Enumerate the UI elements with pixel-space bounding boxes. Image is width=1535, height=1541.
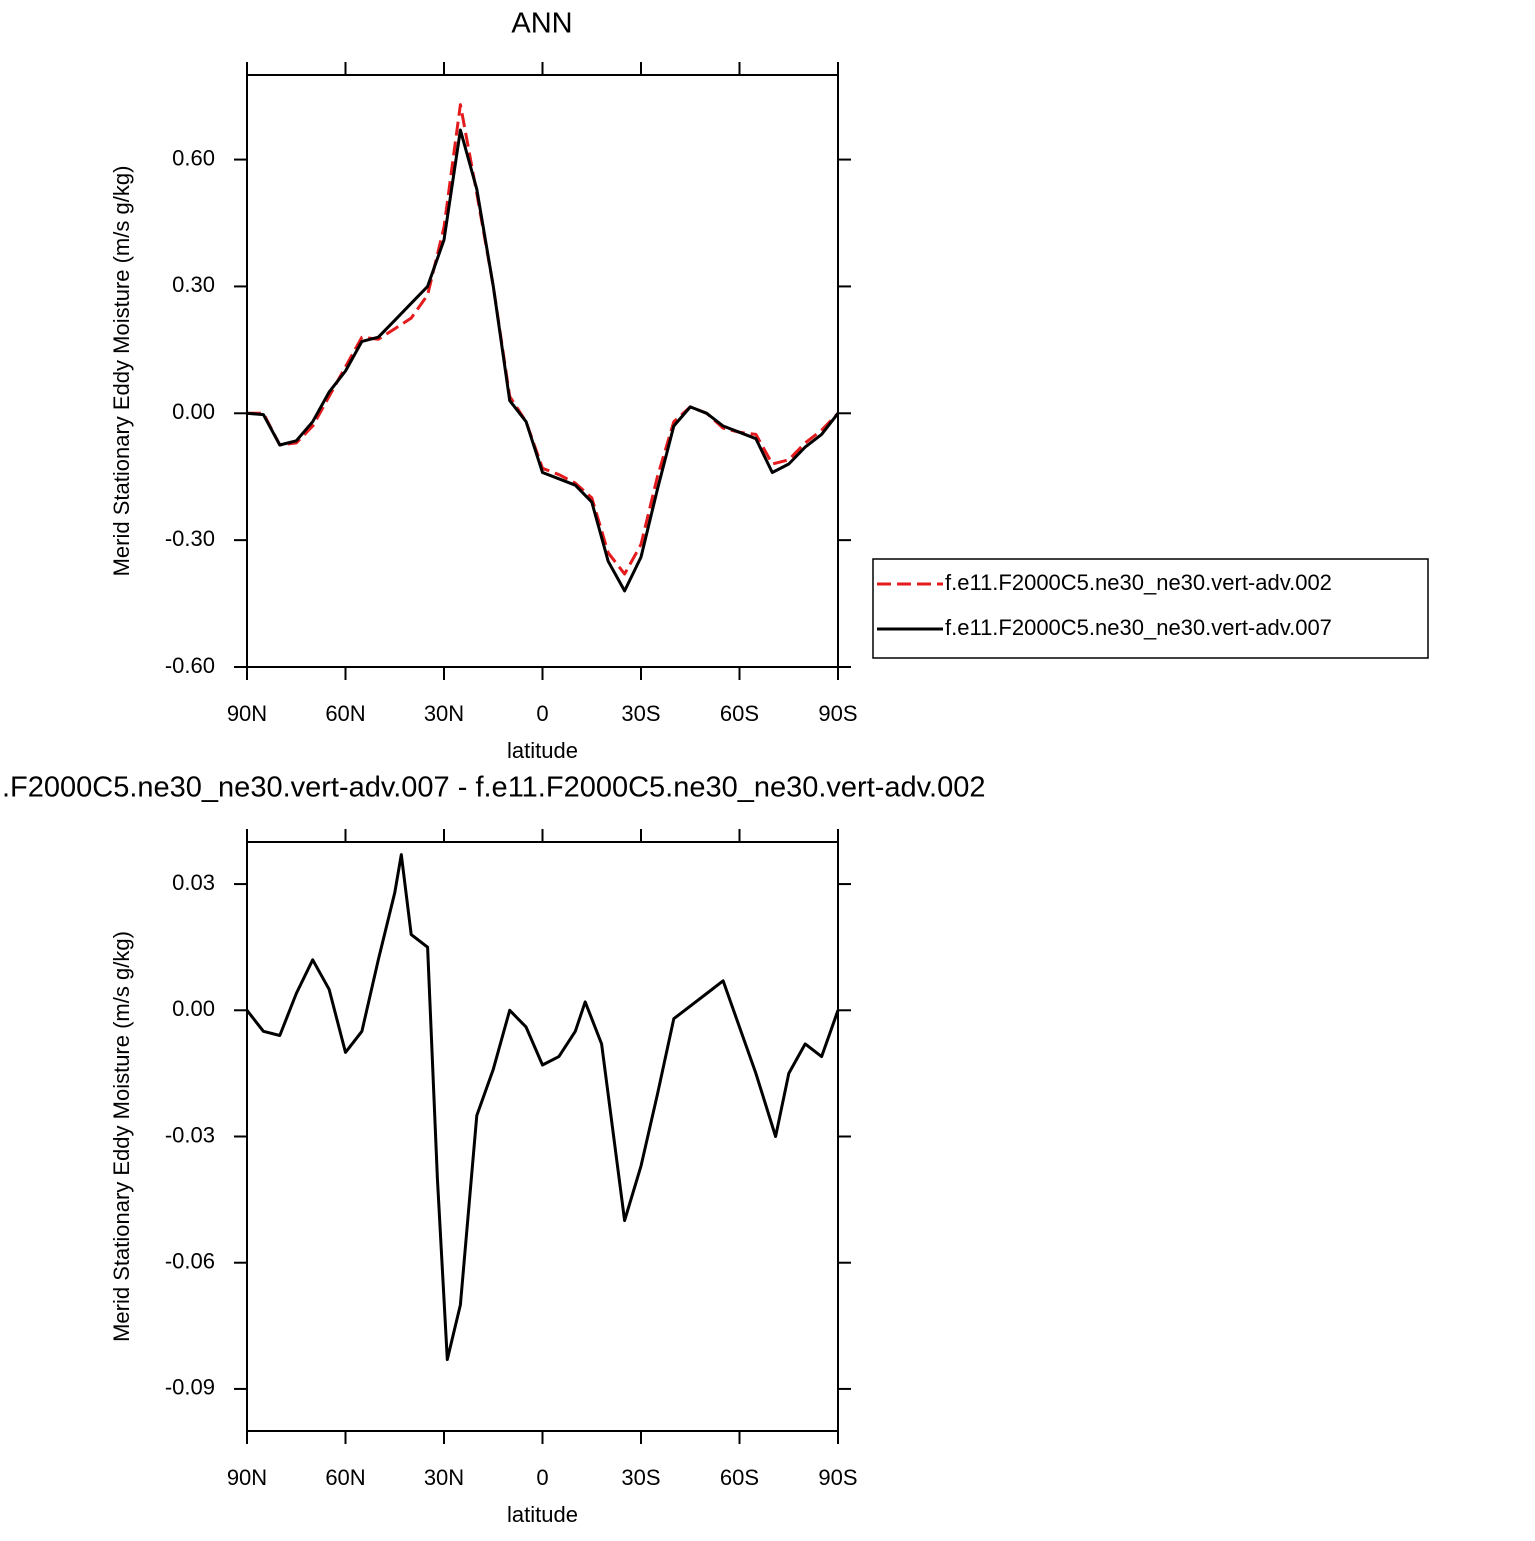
y-tick-label: 0.30 [172, 272, 215, 297]
y-tick-label: 0.00 [172, 996, 215, 1021]
x-tick-label: 90S [818, 701, 857, 726]
x-tick-label: 30N [424, 1465, 464, 1490]
plot-frame [246, 74, 839, 668]
series-line [247, 103, 840, 576]
legend-box [872, 558, 1429, 659]
x-tick-label: 60S [720, 701, 759, 726]
y-tick-label: -0.03 [165, 1122, 215, 1147]
x-tick-label: 90S [818, 1465, 857, 1490]
series-line [246, 128, 840, 593]
x-tick-label: 30S [621, 1465, 660, 1490]
x-tick-label: 0 [536, 1465, 548, 1490]
y-tick-label: -0.06 [165, 1249, 215, 1274]
y-tick-label: -0.09 [165, 1375, 215, 1400]
legend-label: f.e11.F2000C5.ne30_ne30.vert-adv.002 [945, 570, 1332, 595]
y-axis-label: Merid Stationary Eddy Moisture (m/s g/kg… [109, 166, 134, 577]
chart-title: .F2000C5.ne30_ne30.vert-adv.007 - f.e11.… [2, 772, 985, 804]
x-tick-label: 60S [720, 1465, 759, 1490]
chart-title: ANN [511, 8, 572, 40]
x-tick-label: 60N [325, 701, 365, 726]
y-tick-label: -0.30 [165, 526, 215, 551]
y-tick-label: 0.00 [172, 399, 215, 424]
plot-frame [246, 841, 839, 1432]
y-tick-label: 0.03 [172, 870, 215, 895]
x-axis-label: latitude [507, 1502, 578, 1527]
x-tick-label: 90N [227, 701, 267, 726]
x-tick-label: 30S [621, 701, 660, 726]
x-tick-label: 30N [424, 701, 464, 726]
y-axis-label: Merid Stationary Eddy Moisture (m/s g/kg… [109, 931, 134, 1342]
x-tick-label: 90N [227, 1465, 267, 1490]
x-tick-label: 60N [325, 1465, 365, 1490]
y-tick-label: -0.60 [165, 653, 215, 678]
x-tick-label: 0 [536, 701, 548, 726]
series-line [245, 853, 840, 1361]
y-tick-label: 0.60 [172, 145, 215, 170]
x-axis-label: latitude [507, 738, 578, 763]
legend-label: f.e11.F2000C5.ne30_ne30.vert-adv.007 [945, 615, 1332, 640]
